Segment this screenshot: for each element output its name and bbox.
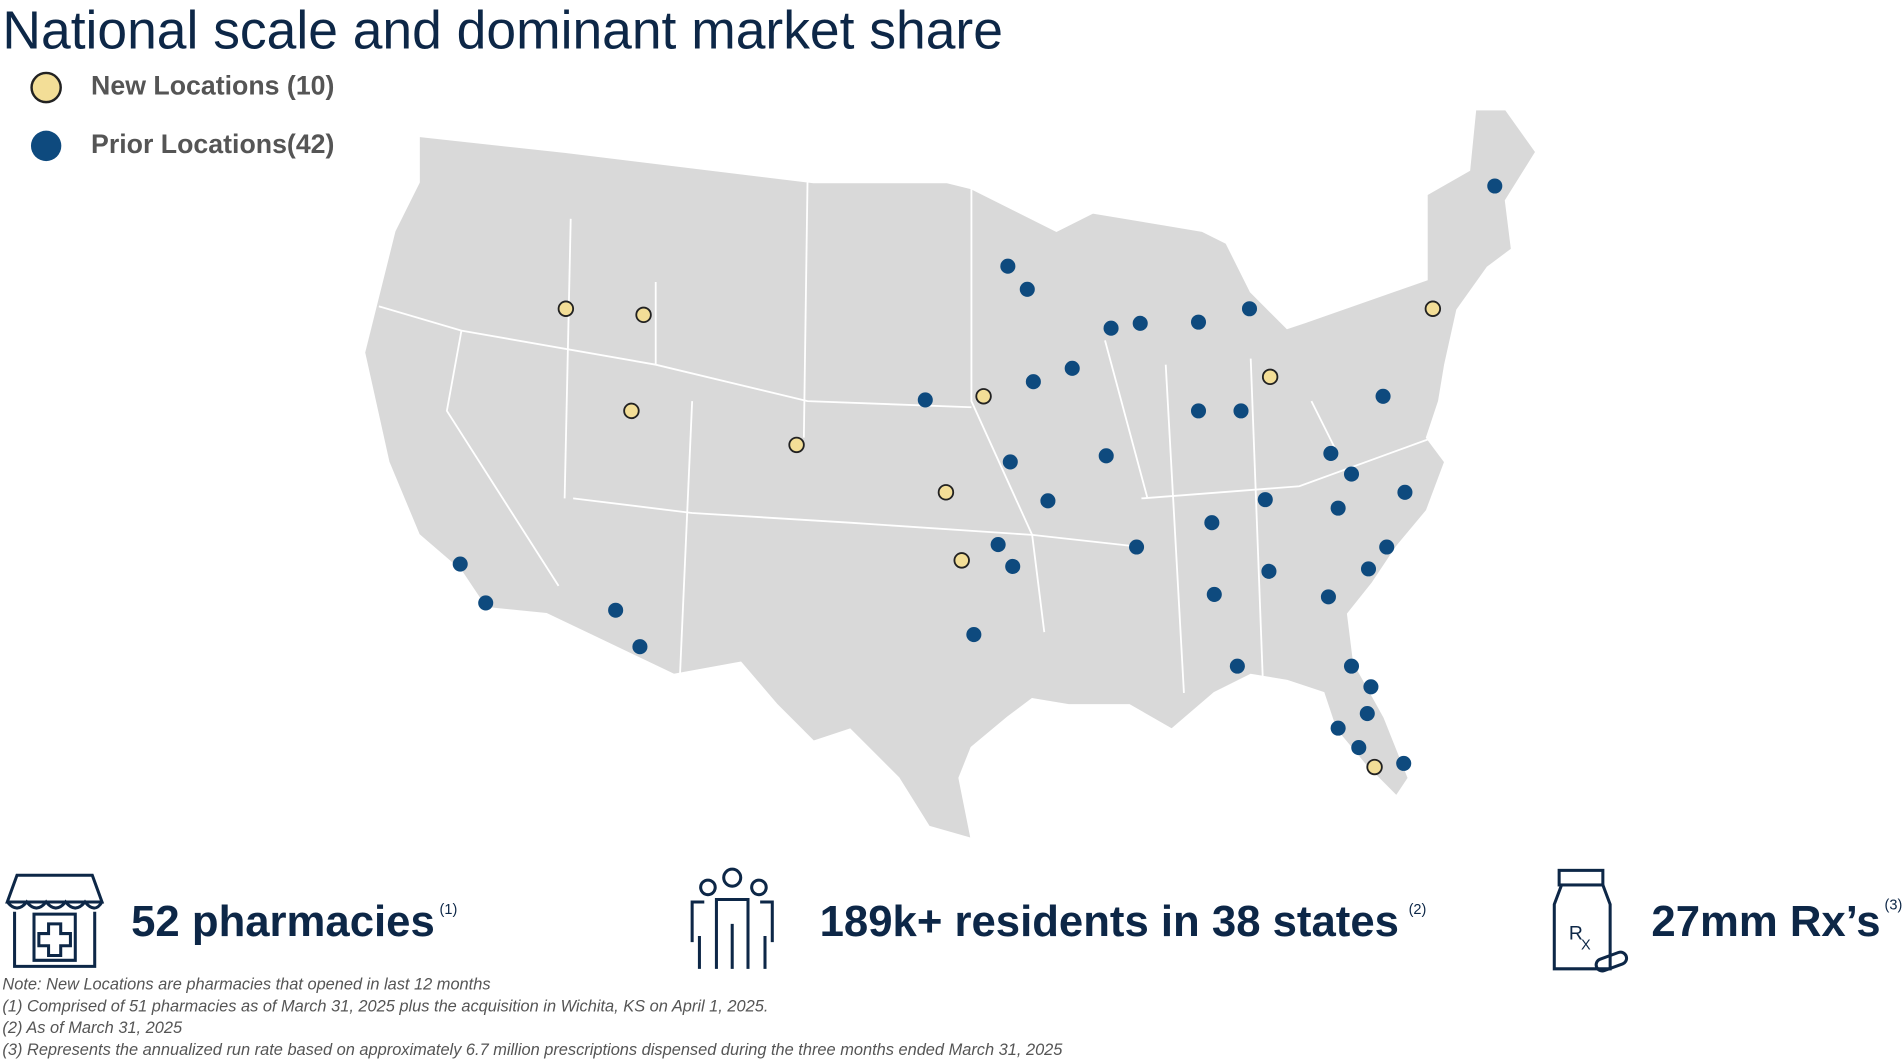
prior-location: [1363, 679, 1379, 695]
prior-location: [1190, 403, 1207, 419]
legend-label: Prior Locations(42): [91, 129, 334, 159]
prior-location: [1233, 403, 1249, 419]
prior-location: [1229, 658, 1245, 674]
svg-text:R: R: [1569, 923, 1583, 945]
new-location: [937, 484, 955, 501]
new-location: [623, 402, 640, 420]
prior-location: [1343, 658, 1360, 674]
new-location: [1261, 368, 1279, 386]
prior-location: [1129, 539, 1145, 555]
prior-location: [1103, 320, 1119, 336]
new-location: [953, 552, 970, 569]
prior-location: [1204, 515, 1220, 531]
prior-location: [1098, 448, 1114, 464]
prior-location: [1206, 586, 1222, 602]
stat-text: 27mm Rx’s: [1651, 897, 1880, 946]
prior-location: [966, 627, 982, 643]
prior-location: [1330, 500, 1346, 516]
prior-location: [1132, 315, 1148, 331]
prior-location: [1019, 281, 1035, 297]
prior-location: [1375, 388, 1391, 404]
new-location: [557, 300, 575, 317]
title: National scale and dominant market share: [2, 2, 1002, 61]
prior-location: [1000, 258, 1016, 274]
stat-text: 189k+ residents in 38 states: [820, 897, 1399, 946]
us-map: [363, 108, 1538, 841]
prior-location: [1396, 755, 1412, 771]
new-location: [1366, 758, 1383, 776]
stat-note: (2): [1409, 902, 1427, 918]
prior-location: [1005, 558, 1021, 575]
prior-location: [1360, 561, 1377, 577]
svg-text:X: X: [1581, 937, 1591, 953]
prior-location: [990, 537, 1006, 553]
new-location: [788, 436, 805, 454]
footnote: Note: New Locations are pharmacies that …: [2, 975, 490, 993]
prior-location: [1190, 314, 1207, 330]
stat-note: (3): [1885, 897, 1903, 913]
legend-label: New Locations (10): [91, 71, 334, 101]
prior-location: [1359, 706, 1375, 722]
legend-marker-prior: [30, 130, 62, 162]
footnote: (2) As of March 31, 2025: [2, 1019, 183, 1037]
prior-location: [1487, 178, 1503, 194]
prior-location: [1025, 374, 1041, 390]
prior-location: [1351, 740, 1367, 756]
prior-location: [1261, 563, 1277, 579]
prior-location: [1320, 589, 1336, 605]
new-location: [1424, 300, 1442, 317]
prior-location: [608, 602, 624, 618]
prior-location: [1241, 301, 1258, 317]
stat-text: 52 pharmacies: [131, 897, 435, 946]
rx-icon: RX: [1552, 868, 1629, 973]
us-outline: [363, 108, 1538, 841]
legend-marker-new: [30, 71, 62, 104]
footnote: (3) Represents the annualized run rate b…: [2, 1041, 1063, 1059]
new-location: [635, 306, 652, 324]
footnote: (1) Comprised of 51 pharmacies as of Mar…: [2, 997, 768, 1015]
prior-location: [917, 392, 933, 408]
prior-location: [478, 595, 494, 611]
prior-location: [1397, 484, 1413, 500]
people-icon: [690, 867, 774, 969]
prior-location: [1002, 454, 1018, 470]
prior-location: [1343, 466, 1360, 482]
prior-location: [1330, 720, 1346, 736]
prior-location: [1064, 360, 1080, 376]
prior-location: [1257, 492, 1273, 508]
stat-note: (1): [440, 902, 458, 918]
prior-location: [1040, 493, 1056, 509]
prior-location: [632, 639, 648, 655]
new-location: [975, 388, 992, 405]
prior-location: [452, 556, 468, 572]
prior-location: [1323, 445, 1339, 461]
state-borders: [378, 182, 1434, 693]
prior-location: [1379, 539, 1395, 555]
location-markers: [452, 178, 1503, 776]
store-icon: [5, 873, 105, 968]
